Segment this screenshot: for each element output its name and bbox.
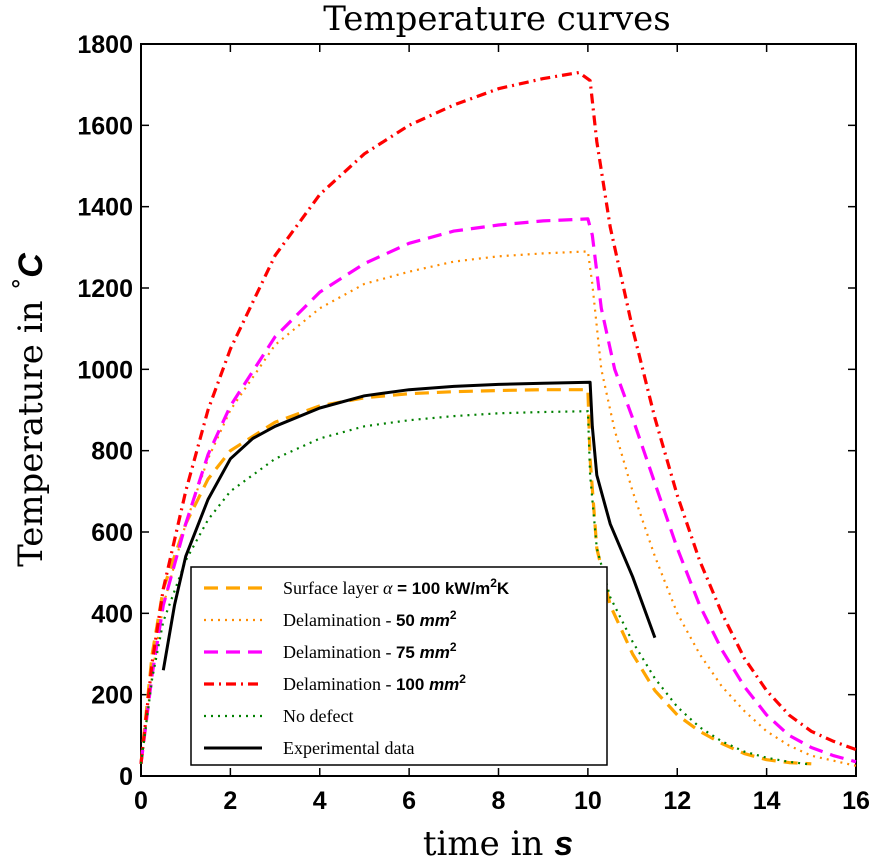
legend-label-2: Delamination - 75 mm2 bbox=[283, 640, 457, 662]
y-tick-label: 1600 bbox=[77, 112, 133, 140]
y-tick-label: 1000 bbox=[77, 356, 133, 384]
legend-label-5: Experimental data bbox=[283, 738, 414, 758]
series-line-5 bbox=[161, 380, 657, 671]
series-line-4 bbox=[139, 410, 812, 766]
x-tick-label: 14 bbox=[753, 787, 781, 815]
x-tick-label: 4 bbox=[313, 787, 327, 815]
chart-title: Temperature curves bbox=[323, 0, 671, 39]
y-tick-label: 1400 bbox=[77, 194, 133, 222]
series-line-3 bbox=[139, 70, 857, 764]
y-tick-label: 600 bbox=[91, 519, 133, 547]
legend-label-0: Surface layer α = 100 kW/m2K bbox=[283, 576, 510, 598]
x-tick-label: 2 bbox=[223, 787, 237, 815]
x-tick-label: 12 bbox=[663, 787, 691, 815]
legend-label-1: Delamination - 50 mm2 bbox=[283, 608, 457, 630]
x-axis-label: time in s bbox=[423, 824, 573, 862]
x-tick-label: 0 bbox=[134, 787, 148, 815]
y-axis-label-degree: ° bbox=[8, 278, 36, 290]
x-tick-label: 16 bbox=[842, 787, 870, 815]
y-tick-label: 800 bbox=[91, 438, 133, 466]
y-tick-label: 400 bbox=[91, 600, 133, 628]
legend: Surface layer α = 100 kW/m2K Delamination… bbox=[190, 566, 608, 766]
x-axis-label-text: time in bbox=[423, 824, 554, 862]
y-tick-label: 1800 bbox=[77, 31, 133, 59]
x-axis-label-unit: s bbox=[554, 825, 573, 862]
y-axis-label: Temperature in °C bbox=[8, 253, 51, 567]
x-tick-label: 8 bbox=[492, 787, 506, 815]
legend-label-3: Delamination - 100 mm2 bbox=[283, 672, 466, 694]
y-tick-label: 0 bbox=[119, 763, 133, 791]
y-tick-label: 1200 bbox=[77, 275, 133, 303]
x-tick-label: 6 bbox=[402, 787, 416, 815]
legend-box bbox=[190, 566, 608, 766]
axis-ticks: 0 2 4 6 8 10 12 14 16 0 200 400 600 800 1000 1200 1400 16… bbox=[77, 31, 870, 815]
legend-label-4: No defect bbox=[283, 706, 353, 726]
y-axis-label-text: Temperature in bbox=[11, 290, 51, 567]
x-tick-label: 10 bbox=[574, 787, 602, 815]
series-lines bbox=[139, 70, 857, 767]
y-axis-label-unit: C bbox=[12, 253, 50, 278]
y-tick-label: 200 bbox=[91, 682, 133, 710]
